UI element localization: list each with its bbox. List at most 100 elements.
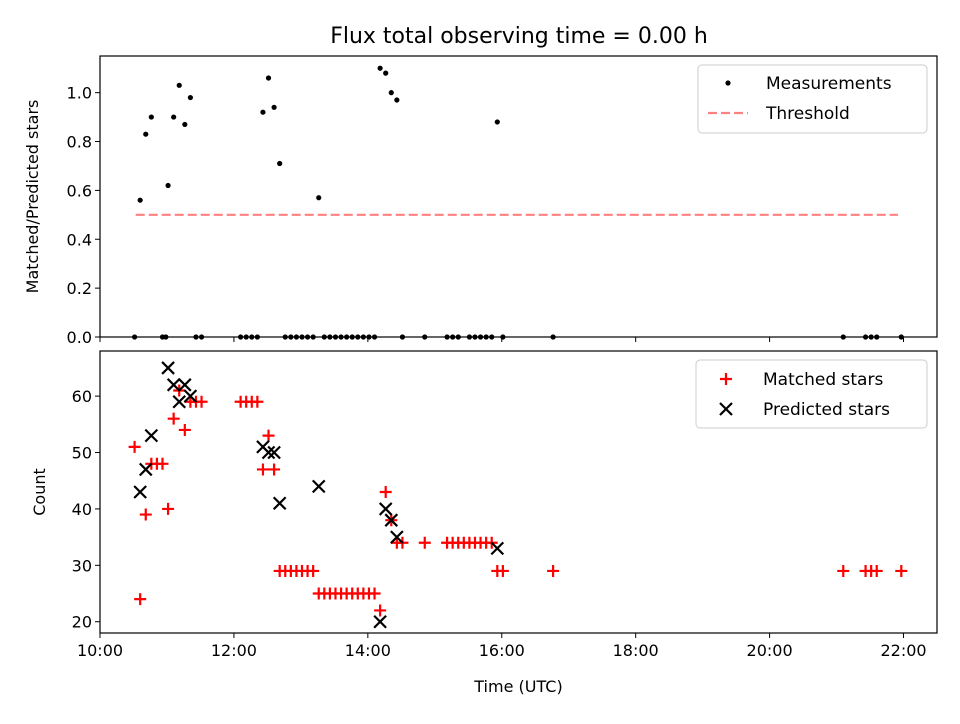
predicted-star-point [390,530,404,544]
predicted-star-point [161,361,175,375]
top-y-tick-label: 0.4 [67,230,92,249]
predicted-star-point [261,445,276,460]
measurement-point [137,197,143,203]
matched-star-point [162,502,175,515]
measurement-point [466,334,472,340]
matched-star-point [195,395,208,408]
top-y-tick-label: 0.2 [67,279,92,298]
matched-star-point [178,423,191,436]
measurement-point [349,334,355,340]
predicted-star-point [183,389,198,403]
top-axes-frame [99,55,938,338]
bottom-y-tick-label: 60 [72,387,92,406]
measurement-point [163,334,169,340]
measurement-point [422,334,428,340]
measurement-point [874,334,880,340]
x-axis-label: Time (UTC) [473,677,562,696]
x-tick-label: 12:00 [211,641,257,660]
measurement-point [450,334,456,340]
measurement-point [360,334,366,340]
measurement-point [327,334,333,340]
measurement-point [171,114,177,120]
chart-title: Flux total observing time = 0.00 h [330,24,708,49]
matched-star-point [251,395,264,408]
top-y-axis-label: Matched/Predicted stars [23,100,42,294]
top-y-tick-label: 1.0 [67,84,92,103]
matched-star-point [547,564,560,577]
measurement-point [366,334,372,340]
measurement-point [310,334,316,340]
measurement-point [344,334,350,340]
predicted-star-point [267,445,281,460]
legend-label-predicted: Predicted stars [763,400,890,420]
measurement-point [377,65,383,71]
matched-star-point [262,429,275,442]
matched-star-point [837,564,850,577]
x-tick-label: 20:00 [747,641,793,660]
measurement-point [288,334,294,340]
measurement-point [399,334,406,340]
predicted-star-point [378,502,393,516]
measurement-point [355,334,361,340]
legend-label-threshold: Threshold [765,104,850,124]
top-y-tick-label: 0.0 [67,328,92,347]
measurement-point [282,334,288,340]
bottom-panel: 10:00 12:00 14:00 16:00 18:00 20:00 22:00 20 30 4… [30,350,938,696]
legend-marker-measurements [725,80,731,86]
bottom-axes-frame [99,350,938,634]
matched-star-point [156,457,169,470]
legend-marker-matched [720,373,732,385]
bottom-y-tick-label: 50 [72,444,92,463]
measurement-point [260,109,266,115]
x-tick-label: 14:00 [345,641,391,660]
x-tick-label: 18:00 [613,641,659,660]
measurement-point [472,334,478,340]
bottom-y-tick-label: 40 [72,500,92,519]
measurement-point [840,334,846,340]
measurement-point [332,334,339,340]
measurement-point [898,334,904,340]
measurement-point [494,119,500,125]
measurement-point [182,121,188,128]
measurement-point [304,334,311,340]
legend-label-measurements: Measurements [766,74,892,94]
measurement-point [477,334,484,340]
matched-star-point [496,564,509,577]
matched-star-point [418,536,431,549]
matched-star-point [379,486,392,498]
legend-box [697,64,928,134]
measurement-point [143,131,149,137]
bottom-y-tick-label: 30 [72,556,92,575]
measurement-point [165,182,171,189]
matched-star-point [268,463,281,476]
measurement-point [238,334,244,340]
matched-star-point [374,604,387,617]
measurement-point [265,75,272,81]
measurement-point [316,195,322,201]
measurement-point [489,334,495,340]
measurement-point [862,334,869,340]
measurement-point [193,334,199,340]
legend-marker-predicted [719,402,733,416]
bottom-y-tick-label: 20 [72,613,92,632]
measurement-point [249,334,255,340]
predicted-star-point [311,479,326,494]
measurement-point [243,334,249,340]
matched-star-point [139,508,152,521]
matched-star-point [895,564,908,577]
measurement-point [293,334,300,340]
measurement-point [254,334,260,340]
top-y-tick-label: 0.8 [67,133,92,152]
predicted-star-point [166,378,181,392]
matched-star-point [134,593,147,606]
predicted-star-point [272,496,287,511]
predicted-star-point [490,541,505,556]
x-tick-label: 10:00 [77,641,123,660]
predicted-star-point [384,513,399,527]
measurement-point [271,104,277,110]
measurement-point [394,97,400,103]
x-tick-label: 22:00 [880,641,926,660]
predicted-star-point [178,378,192,392]
measurement-point [455,334,461,340]
